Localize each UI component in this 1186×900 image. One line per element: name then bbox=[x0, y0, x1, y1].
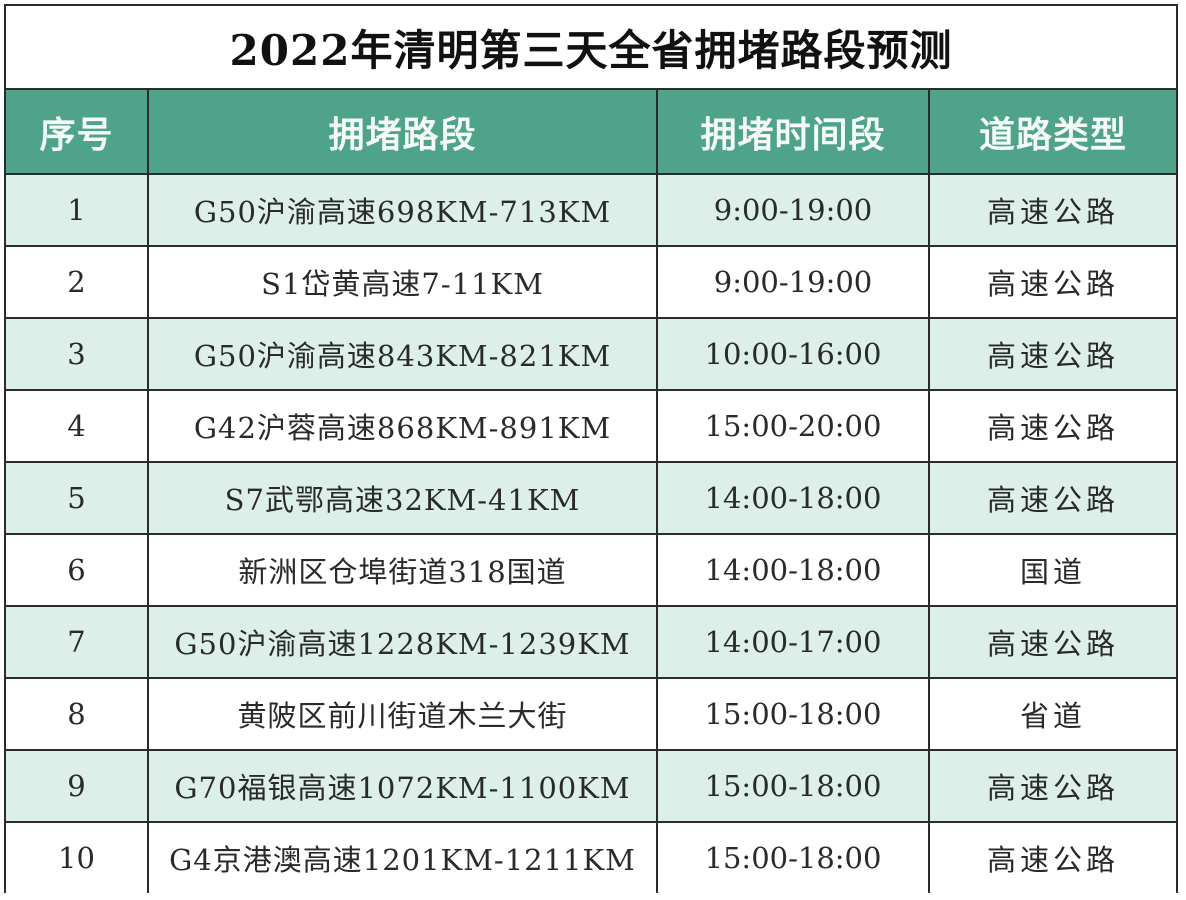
cell-segment: G42沪蓉高速868KM-891KM bbox=[147, 389, 658, 463]
congestion-forecast-sheet: 2022年清明第三天全省拥堵路段预测 序号 拥堵路段 拥堵时间段 道路类型 1 … bbox=[4, 4, 1178, 893]
cell-index: 3 bbox=[6, 317, 149, 391]
header-index: 序号 bbox=[6, 88, 149, 175]
cell-type: 国道 bbox=[928, 533, 1176, 607]
cell-time: 9:00-19:00 bbox=[656, 245, 930, 319]
cell-type: 高速公路 bbox=[928, 605, 1176, 679]
table-row: 3 G50沪渝高速843KM-821KM 10:00-16:00 高速公路 bbox=[6, 317, 1176, 391]
cell-time: 9:00-19:00 bbox=[656, 173, 930, 247]
header-segment: 拥堵路段 bbox=[147, 88, 658, 175]
cell-type: 高速公路 bbox=[928, 461, 1176, 535]
cell-index: 5 bbox=[6, 461, 149, 535]
cell-index: 7 bbox=[6, 605, 149, 679]
cell-index: 1 bbox=[6, 173, 149, 247]
cell-time: 10:00-16:00 bbox=[656, 317, 930, 391]
cell-segment: G50沪渝高速698KM-713KM bbox=[147, 173, 658, 247]
cell-time: 15:00-18:00 bbox=[656, 821, 930, 893]
cell-index: 9 bbox=[6, 749, 149, 823]
cell-segment: G70福银高速1072KM-1100KM bbox=[147, 749, 658, 823]
table-row: 4 G42沪蓉高速868KM-891KM 15:00-20:00 高速公路 bbox=[6, 389, 1176, 463]
table-row: 2 S1岱黄高速7-11KM 9:00-19:00 高速公路 bbox=[6, 245, 1176, 319]
cell-type: 高速公路 bbox=[928, 317, 1176, 391]
cell-time: 15:00-20:00 bbox=[656, 389, 930, 463]
cell-type: 高速公路 bbox=[928, 821, 1176, 893]
cell-time: 15:00-18:00 bbox=[656, 677, 930, 751]
cell-segment: 新洲区仓埠街道318国道 bbox=[147, 533, 658, 607]
header-time: 拥堵时间段 bbox=[656, 88, 930, 175]
cell-segment: S1岱黄高速7-11KM bbox=[147, 245, 658, 319]
cell-type: 高速公路 bbox=[928, 245, 1176, 319]
table-row: 7 G50沪渝高速1228KM-1239KM 14:00-17:00 高速公路 bbox=[6, 605, 1176, 679]
cell-type: 高速公路 bbox=[928, 749, 1176, 823]
cell-segment: G50沪渝高速843KM-821KM bbox=[147, 317, 658, 391]
cell-segment: G4京港澳高速1201KM-1211KM bbox=[147, 821, 658, 893]
header-row: 序号 拥堵路段 拥堵时间段 道路类型 bbox=[6, 88, 1176, 175]
cell-index: 2 bbox=[6, 245, 149, 319]
table-row: 5 S7武鄂高速32KM-41KM 14:00-18:00 高速公路 bbox=[6, 461, 1176, 535]
cell-time: 14:00-17:00 bbox=[656, 605, 930, 679]
table-row: 6 新洲区仓埠街道318国道 14:00-18:00 国道 bbox=[6, 533, 1176, 607]
table-row: 8 黄陂区前川街道木兰大街 15:00-18:00 省道 bbox=[6, 677, 1176, 751]
header-type: 道路类型 bbox=[928, 88, 1176, 175]
cell-segment: 黄陂区前川街道木兰大街 bbox=[147, 677, 658, 751]
table-row: 10 G4京港澳高速1201KM-1211KM 15:00-18:00 高速公路 bbox=[6, 821, 1176, 893]
cell-index: 10 bbox=[6, 821, 149, 893]
cell-index: 6 bbox=[6, 533, 149, 607]
congestion-table: 2022年清明第三天全省拥堵路段预测 序号 拥堵路段 拥堵时间段 道路类型 1 … bbox=[6, 6, 1176, 893]
table-title: 2022年清明第三天全省拥堵路段预测 bbox=[6, 6, 1176, 90]
cell-type: 高速公路 bbox=[928, 173, 1176, 247]
cell-time: 15:00-18:00 bbox=[656, 749, 930, 823]
table-row: 9 G70福银高速1072KM-1100KM 15:00-18:00 高速公路 bbox=[6, 749, 1176, 823]
cell-segment: S7武鄂高速32KM-41KM bbox=[147, 461, 658, 535]
title-row: 2022年清明第三天全省拥堵路段预测 bbox=[6, 6, 1176, 90]
cell-type: 省道 bbox=[928, 677, 1176, 751]
cell-index: 8 bbox=[6, 677, 149, 751]
cell-time: 14:00-18:00 bbox=[656, 461, 930, 535]
cell-type: 高速公路 bbox=[928, 389, 1176, 463]
cell-index: 4 bbox=[6, 389, 149, 463]
table-row: 1 G50沪渝高速698KM-713KM 9:00-19:00 高速公路 bbox=[6, 173, 1176, 247]
cell-time: 14:00-18:00 bbox=[656, 533, 930, 607]
cell-segment: G50沪渝高速1228KM-1239KM bbox=[147, 605, 658, 679]
